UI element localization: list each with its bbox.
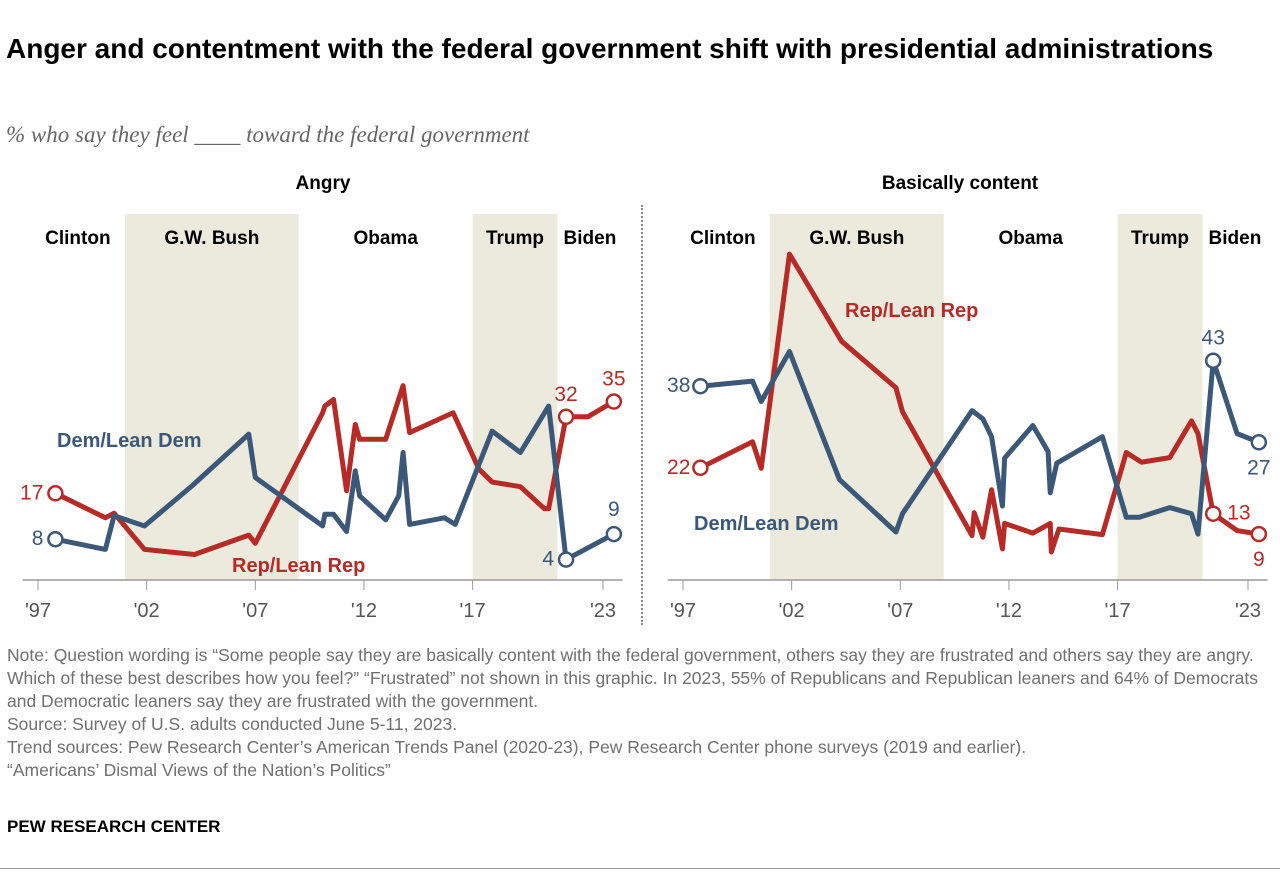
chart-subtitle: % who say they feel ____ toward the fede… [6,122,530,147]
series-line-rep [697,251,1262,555]
era-label: G.W. Bush [164,228,259,249]
era-label: G.W. Bush [809,228,904,249]
data-point-marker [1204,505,1222,522]
era-label: Clinton [690,228,755,249]
data-label: 8 [32,527,44,550]
data-label: 17 [20,481,43,504]
era-band [1117,214,1203,580]
series-label: Rep/Lean Rep [232,555,365,577]
data-label: 4 [542,548,554,571]
era-band [124,214,299,580]
data-point-marker [605,525,623,543]
data-point-marker [605,393,623,410]
data-label: 9 [1253,548,1265,571]
series-label: Dem/Lean Dem [694,513,839,535]
data-point-marker [557,408,575,426]
era-band [472,214,558,580]
era-label: Clinton [45,228,110,249]
era-label: Obama [353,228,418,249]
data-point-marker [692,377,709,395]
data-point-marker [47,485,64,502]
x-tick-label: '07 [887,600,913,622]
data-point-marker [1250,525,1268,543]
data-label: 38 [667,374,690,397]
data-point-marker [1250,434,1268,451]
data-point-marker [557,551,575,568]
note-wording: Note: Question wording is “Some people s… [7,645,1258,711]
data-point-marker [1204,352,1222,369]
panel-title-content: Basically content [881,173,1039,194]
x-tick-label: '07 [242,600,268,622]
content-chart: Clinton G.W. Bush Obama Trump Biden '97 '02 '07… [667,214,1271,622]
series-line-dem [52,403,617,563]
brand-label: PEW RESEARCH CENTER [7,817,221,836]
series-line-rep [52,383,617,557]
series-line-dem [697,349,1262,537]
note-trend-sources: Trend sources: Pew Research Center’s Ame… [7,737,1027,757]
data-label: 32 [554,383,577,406]
era-label: Biden [564,228,617,249]
data-label: 22 [667,456,690,479]
note-source: Source: Survey of U.S. adults conducted … [7,714,458,734]
notes: Note: Question wording is “Some people s… [7,644,1275,782]
note-report-title: “Americans’ Dismal Views of the Nation’s… [7,760,391,780]
data-label: 35 [602,368,625,391]
data-label: 9 [608,498,620,521]
data-point-marker [692,459,709,477]
data-label: 43 [1202,327,1225,350]
x-tick-label: '23 [1235,600,1261,622]
era-label: Trump [1131,228,1189,249]
panel-divider [641,205,643,625]
x-tick-label: '02 [134,600,160,622]
era-label: Trump [486,228,544,249]
x-tick-label: '23 [590,600,616,622]
angry-chart: Clinton G.W. Bush Obama Trump Biden '97 '02 '07… [20,214,626,622]
series-label: Dem/Lean Dem [57,430,202,452]
x-tick-label: '12 [351,600,377,622]
data-label: 27 [1247,456,1270,479]
x-tick-label: '17 [1105,600,1131,622]
x-tick-label: '17 [460,600,486,622]
x-tick-label: '02 [779,600,805,622]
x-tick-label: '12 [996,600,1022,622]
data-point-marker [47,530,64,548]
era-label: Obama [998,228,1063,249]
era-band [769,214,944,580]
era-label: Biden [1209,228,1262,249]
panel-title-angry: Angry [295,173,351,194]
chart-title: Anger and contentment with the federal g… [6,33,1214,64]
data-label: 13 [1227,502,1250,525]
x-tick-label: '97 [25,600,51,622]
bottom-rule [0,868,1280,869]
series-label: Rep/Lean Rep [845,300,978,322]
x-tick-label: '97 [670,600,696,622]
